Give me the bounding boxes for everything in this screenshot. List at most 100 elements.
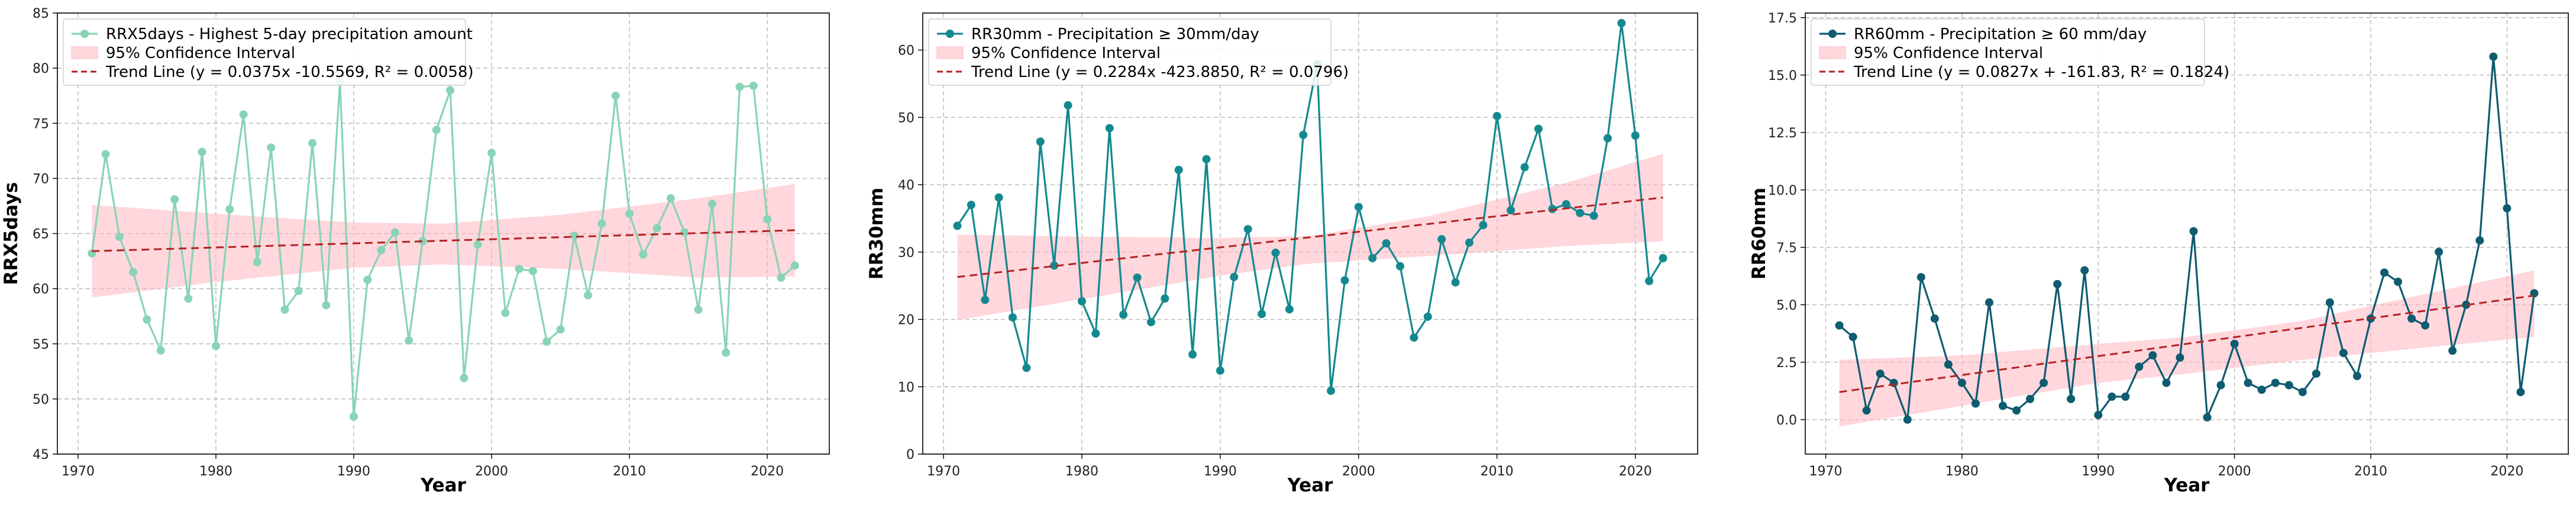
data-point (570, 231, 578, 240)
data-point (308, 139, 317, 147)
data-point (2244, 378, 2252, 387)
legend-ci-label: 95% Confidence Interval (1854, 44, 2043, 62)
data-point (1009, 313, 1017, 322)
data-point (556, 325, 565, 334)
data-point (101, 150, 110, 159)
y-tick-label: 45 (33, 448, 49, 462)
data-point (790, 261, 799, 270)
data-point (1327, 387, 1336, 395)
legend-ci-swatch (1819, 46, 1846, 59)
data-point (198, 147, 206, 156)
data-point (1340, 276, 1349, 285)
legend-series-label: RRX5days - Highest 5-day precipitation a… (106, 25, 473, 43)
data-point (953, 221, 962, 230)
ticks: 0.0 2.5 5.0 7.5 10.0 12.5 15.0 17.5 1970 1980 1990… (1768, 11, 2523, 479)
data-point (652, 224, 661, 233)
data-point (967, 201, 975, 210)
data-point (694, 305, 703, 314)
legend-box (1811, 18, 2205, 86)
data-point (2121, 392, 2130, 401)
y-tick-label: 30 (898, 246, 914, 260)
data-point (2012, 406, 2021, 415)
x-tick-label: 1970 (62, 464, 95, 479)
data-point (1916, 273, 1925, 282)
data-point (1216, 366, 1224, 375)
data-point (1479, 221, 1488, 230)
x-tick-label: 2010 (1481, 464, 1514, 479)
x-axis-label: Year (420, 475, 467, 496)
data-point (1603, 134, 1612, 143)
data-point (1876, 369, 1885, 378)
data-point (1944, 360, 1953, 369)
data-point (1091, 329, 1100, 338)
data-point (170, 195, 179, 204)
data-point (1437, 235, 1446, 244)
data-point (1410, 333, 1418, 342)
legend-ci-label: 95% Confidence Interval (971, 44, 1161, 62)
data-point (294, 287, 303, 295)
grid (1805, 13, 2568, 454)
data-point (2189, 227, 2198, 236)
data-point (2040, 378, 2048, 387)
data-point (1957, 378, 1966, 387)
y-tick-label: 10.0 (1768, 184, 1797, 198)
x-tick-label: 2000 (2218, 464, 2251, 479)
x-axis-label: Year (1287, 475, 1334, 496)
y-tick-label: 55 (33, 337, 49, 352)
data-point (707, 200, 716, 208)
data-point (446, 86, 455, 95)
data-point (184, 294, 193, 303)
data-point (432, 126, 441, 134)
data-point (2325, 298, 2334, 307)
data-points (953, 19, 1667, 395)
data-point (1534, 124, 1543, 133)
series-line (956, 22, 1664, 392)
x-tick-label: 1980 (1945, 464, 1979, 479)
data-point (1507, 206, 1515, 215)
y-tick-label: 40 (898, 178, 914, 193)
x-tick-label: 1970 (1809, 464, 1843, 479)
data-point (625, 209, 634, 218)
data-point (2503, 204, 2512, 213)
data-point (777, 274, 786, 282)
legend-box (928, 18, 1331, 86)
data-point (2516, 388, 2525, 397)
data-point (1105, 124, 1114, 133)
data-point (1119, 310, 1128, 319)
data-point (1971, 399, 1980, 408)
data-point (363, 275, 372, 284)
data-point (1271, 248, 1280, 257)
data-point (2394, 277, 2403, 286)
x-tick-label: 1990 (2082, 464, 2115, 479)
confidence-band (1839, 270, 2535, 427)
y-tick-label: 2.5 (1776, 356, 1797, 371)
data-point (2216, 381, 2225, 390)
data-point (1285, 305, 1294, 314)
x-tick-label: 2010 (2354, 464, 2387, 479)
data-point (253, 258, 261, 266)
data-point (1064, 101, 1072, 110)
data-point (515, 265, 523, 274)
data-point (501, 308, 510, 317)
data-point (1562, 200, 1570, 209)
data-point (390, 228, 399, 237)
x-tick-label: 2020 (2490, 464, 2523, 479)
y-tick-label: 80 (33, 62, 49, 76)
data-point (2312, 369, 2320, 378)
data-point (2380, 268, 2389, 277)
data-point (1659, 254, 1667, 263)
data-point (1368, 254, 1377, 263)
data-point (1520, 163, 1529, 172)
y-tick-label: 7.5 (1776, 241, 1797, 256)
y-tick-label: 20 (898, 313, 914, 328)
data-point (611, 91, 620, 100)
legend-ci-swatch (936, 46, 964, 59)
data-point (680, 228, 689, 237)
data-point (1645, 276, 1654, 285)
data-point (597, 219, 606, 228)
data-point (2448, 346, 2457, 355)
x-tick-label: 1980 (199, 464, 232, 479)
data-point (994, 193, 1003, 202)
